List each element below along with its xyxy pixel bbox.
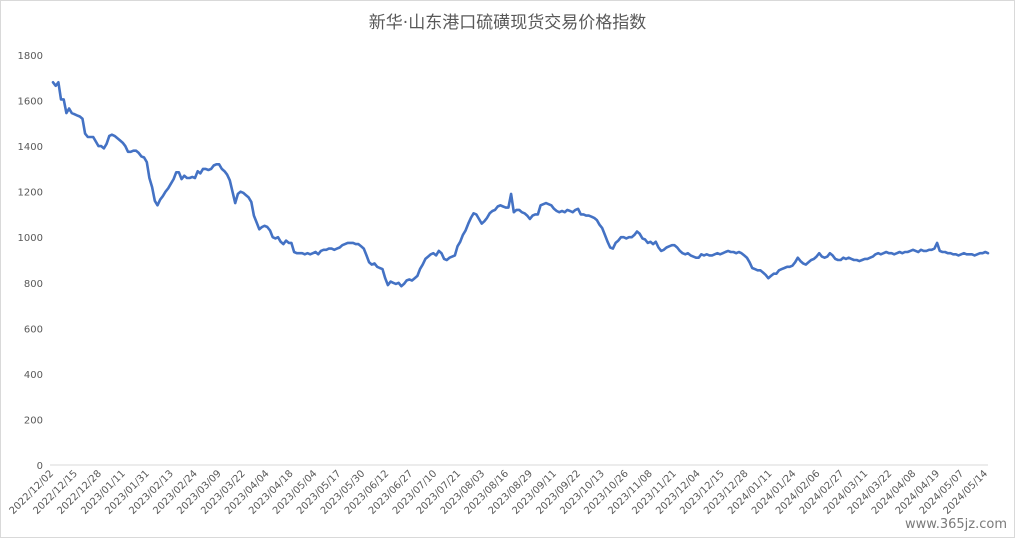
chart-title: 新华·山东港口硫磺现货交易价格指数 <box>368 13 647 33</box>
x-axis: 2022/12/022022/12/152022/12/282023/01/11… <box>8 464 990 517</box>
y-tick-label: 1600 <box>18 97 43 108</box>
y-tick-label: 1800 <box>18 51 43 62</box>
series-line-0 <box>51 81 990 288</box>
watermark: www.365jz.com <box>905 517 1007 532</box>
y-tick-label: 1000 <box>18 233 43 244</box>
y-tick-label: 800 <box>24 279 43 290</box>
y-tick-label: 400 <box>24 370 43 381</box>
y-tick-label: 600 <box>24 324 43 335</box>
series-layer <box>51 81 990 288</box>
y-tick-label: 0 <box>37 461 43 472</box>
y-axis: 0 200 400 600 800 1000 1200 1400 1600 1800 <box>18 51 43 472</box>
y-tick-label: 200 <box>24 415 43 426</box>
y-tick-label: 1400 <box>18 142 43 153</box>
y-tick-label: 1200 <box>18 188 43 199</box>
